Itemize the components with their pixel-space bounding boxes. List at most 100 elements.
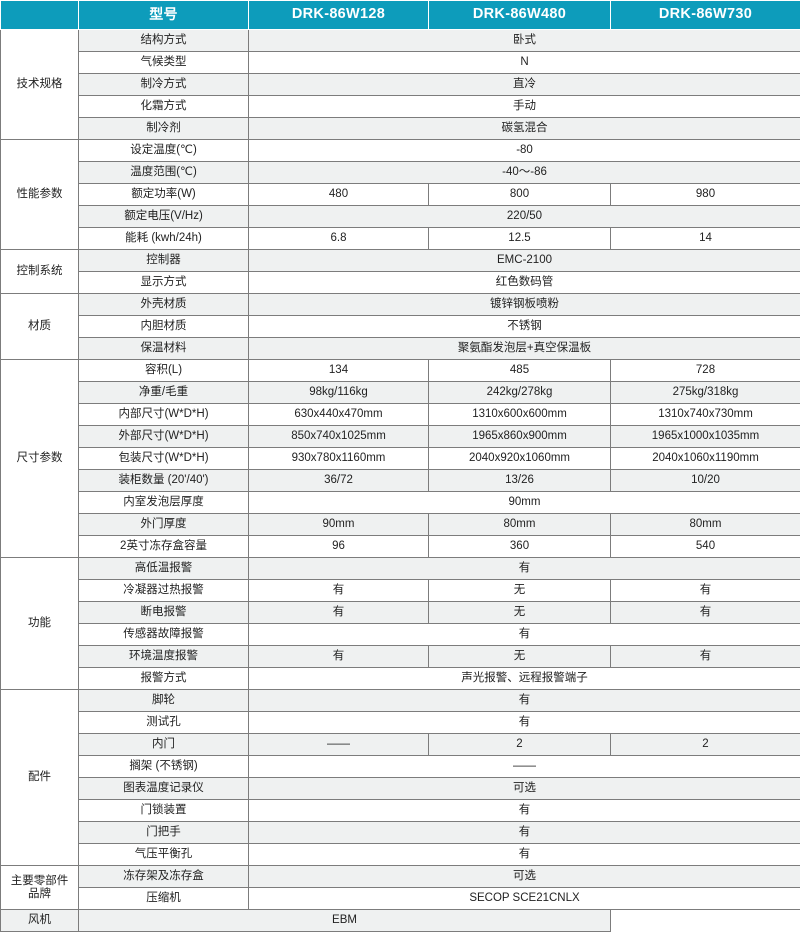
category-label: 配件 — [1, 690, 79, 866]
spec-value-cell-model-1: 有 — [249, 580, 429, 602]
spec-name-cell: 内胆材质 — [79, 316, 249, 338]
spec-value-cell-model-1: 930x780x1160mm — [249, 448, 429, 470]
spec-value-cell-model-3: 275kg/318kg — [611, 382, 800, 404]
spec-value-cell-model-3: 540 — [611, 536, 800, 558]
spec-value-cell-merged: 直冷 — [249, 74, 800, 96]
table-row: 显示方式红色数码管 — [1, 272, 800, 294]
spec-value-cell-model-3: 有 — [611, 580, 800, 602]
table-row: 断电报警有无有 — [1, 602, 800, 624]
header-model-2: DRK-86W480 — [429, 1, 611, 30]
spec-name-cell: 温度范围(℃) — [79, 162, 249, 184]
spec-value-cell-model-1: 98kg/116kg — [249, 382, 429, 404]
spec-value-cell-model-2: 80mm — [429, 514, 611, 536]
spec-value-cell-merged: 镀锌钢板喷粉 — [249, 294, 800, 316]
spec-name-cell: 气候类型 — [79, 52, 249, 74]
spec-value-cell-model-1: 有 — [249, 646, 429, 668]
spec-value-cell-model-3: 有 — [611, 602, 800, 624]
spec-value-cell-model-1: 134 — [249, 360, 429, 382]
category-label: 控制系统 — [1, 250, 79, 294]
spec-name-cell: 显示方式 — [79, 272, 249, 294]
table-row: 配件脚轮有 — [1, 690, 800, 712]
spec-name-cell: 控制器 — [79, 250, 249, 272]
spec-value-cell-merged: 220/50 — [249, 206, 800, 228]
spec-value-cell-model-2: 1310x600x600mm — [429, 404, 611, 426]
table-row: 搁架 (不锈钢)—— — [1, 756, 800, 778]
spec-name-cell: 化霜方式 — [79, 96, 249, 118]
category-label: 技术规格 — [1, 30, 79, 140]
spec-name-cell: 报警方式 — [79, 668, 249, 690]
spec-value-cell-model-2: 360 — [429, 536, 611, 558]
table-row: 技术规格结构方式卧式 — [1, 30, 800, 52]
spec-value-cell-model-1: 630x440x470mm — [249, 404, 429, 426]
table-row: 材质外壳材质镀锌钢板喷粉 — [1, 294, 800, 316]
spec-value-cell-model-3: 2040x1060x1190mm — [611, 448, 800, 470]
spec-name-cell: 传感器故障报警 — [79, 624, 249, 646]
spec-value-cell-model-3: 有 — [611, 646, 800, 668]
category-label-line: 主要零部件 — [1, 875, 78, 888]
spec-value-cell-model-1: 有 — [249, 602, 429, 624]
header-row: 型号 DRK-86W128 DRK-86W480 DRK-86W730 — [1, 1, 800, 30]
spec-value-cell-model-3: 10/20 — [611, 470, 800, 492]
spec-value-cell-model-3: 2 — [611, 734, 800, 756]
table-header: 型号 DRK-86W128 DRK-86W480 DRK-86W730 — [1, 1, 800, 30]
table-row: 门把手有 — [1, 822, 800, 844]
spec-value-cell-merged: 聚氨酯发泡层+真空保温板 — [249, 338, 800, 360]
spec-value-cell-model-2: 无 — [429, 580, 611, 602]
spec-name-cell: 额定功率(W) — [79, 184, 249, 206]
spec-name-cell: 结构方式 — [79, 30, 249, 52]
spec-name-cell: 门锁装置 — [79, 800, 249, 822]
table-row: 环境温度报警有无有 — [1, 646, 800, 668]
table-row: 额定电压(V/Hz)220/50 — [1, 206, 800, 228]
spec-value-cell-model-3: 1310x740x730mm — [611, 404, 800, 426]
spec-value-cell-model-2: 2040x920x1060mm — [429, 448, 611, 470]
spec-value-cell-merged: 有 — [249, 690, 800, 712]
header-model-3: DRK-86W730 — [611, 1, 800, 30]
table-row: 主要零部件品牌冻存架及冻存盒可选 — [1, 866, 800, 888]
spec-value-cell-merged: 90mm — [249, 492, 800, 514]
spec-name-cell: 包装尺寸(W*D*H) — [79, 448, 249, 470]
table-row: 气压平衡孔有 — [1, 844, 800, 866]
table-row: 制冷剂碳氢混合 — [1, 118, 800, 140]
spec-name-cell: 冷凝器过热报警 — [79, 580, 249, 602]
table-row: 门锁装置有 — [1, 800, 800, 822]
spec-value-cell-model-2: 800 — [429, 184, 611, 206]
spec-value-cell-model-3: 980 — [611, 184, 800, 206]
table-row: 制冷方式直冷 — [1, 74, 800, 96]
spec-value-cell-merged: 有 — [249, 624, 800, 646]
spec-value-cell-model-3: 14 — [611, 228, 800, 250]
spec-value-cell-model-1: 480 — [249, 184, 429, 206]
spec-value-cell-model-2: 12.5 — [429, 228, 611, 250]
spec-value-cell-model-2: 1965x860x900mm — [429, 426, 611, 448]
spec-value-cell-merged: 有 — [249, 800, 800, 822]
table-row: 测试孔有 — [1, 712, 800, 734]
spec-value-cell-model-3: 1965x1000x1035mm — [611, 426, 800, 448]
category-label: 性能参数 — [1, 140, 79, 250]
spec-value-cell-model-1: 6.8 — [249, 228, 429, 250]
spec-name-cell: 断电报警 — [79, 602, 249, 624]
spec-value-cell-model-2: 242kg/278kg — [429, 382, 611, 404]
spec-value-cell-model-2: 无 — [429, 646, 611, 668]
table-row: 报警方式声光报警、远程报警端子 — [1, 668, 800, 690]
spec-value-cell-merged: -40〜-86 — [249, 162, 800, 184]
spec-name-cell: 冻存架及冻存盒 — [79, 866, 249, 888]
spec-value-cell-merged: 声光报警、远程报警端子 — [249, 668, 800, 690]
category-label: 材质 — [1, 294, 79, 360]
spec-value-cell-model-2: 485 — [429, 360, 611, 382]
table-row: 图表温度记录仪可选 — [1, 778, 800, 800]
spec-value-cell-merged: EMC-2100 — [249, 250, 800, 272]
spec-name-cell: 搁架 (不锈钢) — [79, 756, 249, 778]
spec-value-cell-model-1: 36/72 — [249, 470, 429, 492]
category-label: 主要零部件品牌 — [1, 866, 79, 910]
category-label: 尺寸参数 — [1, 360, 79, 558]
